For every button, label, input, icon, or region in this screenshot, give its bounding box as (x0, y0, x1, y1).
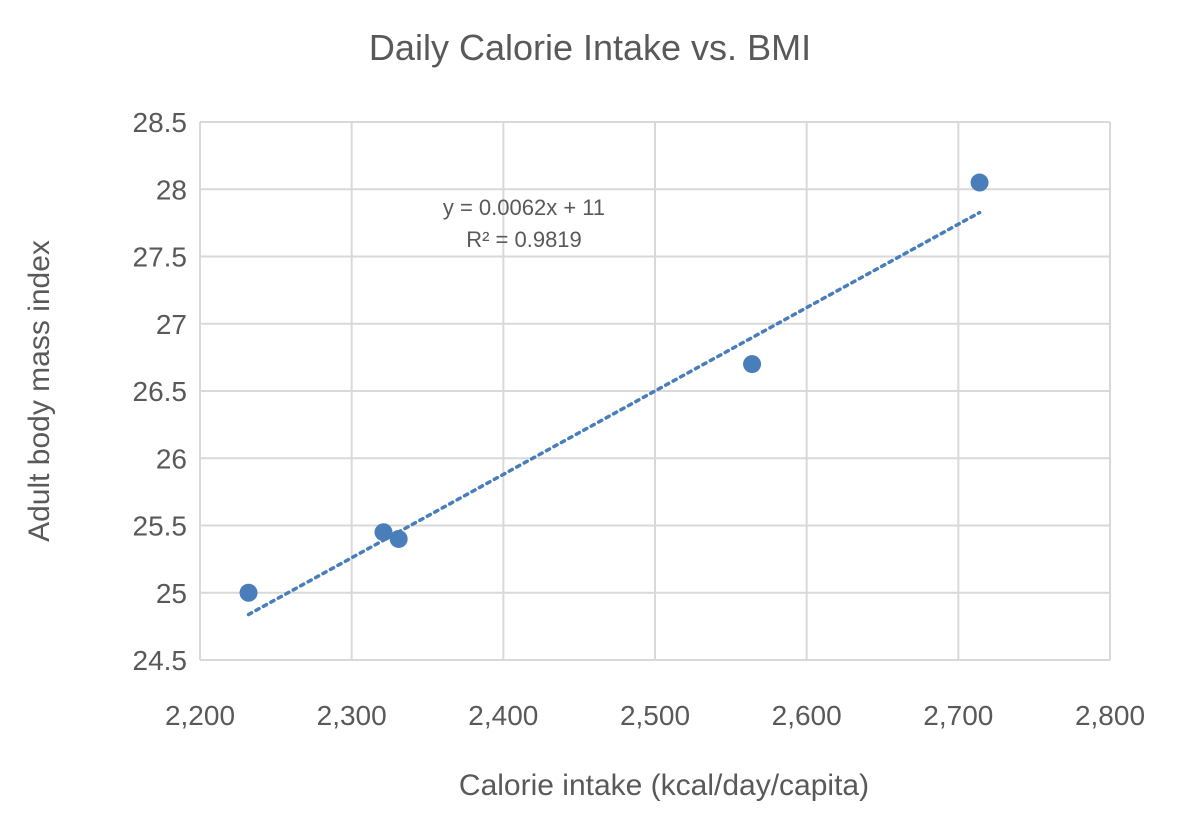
x-tick-label: 2,700 (923, 700, 993, 731)
x-tick-label: 2,300 (317, 700, 387, 731)
y-tick-label: 28 (156, 174, 187, 205)
x-axis-label: Calorie intake (kcal/day/capita) (459, 769, 869, 802)
data-point (239, 583, 258, 602)
trendline-r-squared: R² = 0.9819 (466, 227, 582, 252)
x-axis-ticks: 2,200 2,300 2,400 2,500 2,600 2,700 2,800 (165, 700, 1145, 731)
x-tick-label: 2,200 (165, 700, 235, 731)
y-tick-label: 24.5 (133, 645, 188, 676)
chart-title: Daily Calorie Intake vs. BMI (369, 27, 811, 68)
y-axis-ticks: 24.5 25 25.5 26 26.5 27 27.5 28 28.5 (133, 107, 188, 676)
y-tick-label: 27.5 (133, 242, 188, 273)
y-axis-label: Adult body mass index (23, 240, 56, 542)
data-point (743, 355, 762, 374)
data-point (389, 529, 408, 548)
y-tick-label: 25 (156, 578, 187, 609)
x-tick-label: 2,500 (620, 700, 690, 731)
x-tick-label: 2,800 (1075, 700, 1145, 731)
data-point (970, 173, 989, 192)
trendline (246, 210, 982, 617)
y-tick-label: 27 (156, 309, 187, 340)
y-tick-label: 26.5 (133, 376, 188, 407)
x-tick-label: 2,400 (468, 700, 538, 731)
y-tick-label: 26 (156, 443, 187, 474)
y-tick-label: 25.5 (133, 511, 188, 542)
y-tick-label: 28.5 (133, 107, 188, 138)
x-tick-label: 2,600 (772, 700, 842, 731)
data-points (239, 173, 989, 602)
trendline-equation: y = 0.0062x + 11 (443, 195, 605, 220)
data-point (374, 523, 393, 542)
